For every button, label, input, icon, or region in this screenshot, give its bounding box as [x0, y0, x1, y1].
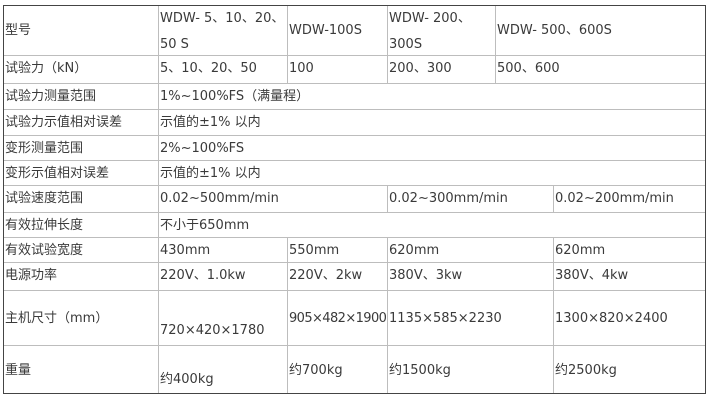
table-cell: WDW- 500、600S	[495, 5, 706, 55]
row-label: 型号	[3, 5, 158, 55]
table-cell: 720×420×1780	[158, 290, 287, 345]
table-cell: 不小于650mm	[158, 212, 706, 237]
table-cell: WDW-100S	[287, 5, 387, 55]
table-cell: 5、10、20、50	[158, 55, 287, 83]
table-cell: 约2500kg	[553, 345, 706, 394]
table-cell: 约700kg	[287, 345, 387, 394]
table-cell: 220V、1.0kw	[158, 262, 287, 290]
table-cell: 500、600	[495, 55, 706, 83]
table-cell: 380V、3kw	[387, 262, 553, 290]
row-label: 变形测量范围	[3, 135, 158, 160]
row-label: 试验力测量范围	[3, 83, 158, 109]
row-label: 主机尺寸（mm）	[3, 290, 158, 345]
row-label: 电源功率	[3, 262, 158, 290]
row-label: 试验速度范围	[3, 185, 158, 212]
table-cell: 约400kg	[158, 345, 287, 394]
table-cell: 2%~100%FS	[158, 135, 706, 160]
table-cell: 550mm	[287, 237, 387, 262]
table-cell: 0.02~500mm/min	[158, 185, 387, 212]
table-cell: 905×482×1900	[287, 290, 387, 345]
row-label: 有效拉伸长度	[3, 212, 158, 237]
table-cell: WDW- 5、10、20、50 S	[158, 5, 287, 55]
table-cell: 620mm	[553, 237, 706, 262]
table-cell: 0.02~300mm/min	[387, 185, 553, 212]
table-cell: 示值的±1% 以内	[158, 109, 706, 135]
table-cell: 620mm	[387, 237, 553, 262]
table-cell: 1300×820×2400	[553, 290, 706, 345]
table-cell: 100	[287, 55, 387, 83]
table-cell: 1135×585×2230	[387, 290, 553, 345]
table-cell: 380V、4kw	[553, 262, 706, 290]
table-cell: 0.02~200mm/min	[553, 185, 706, 212]
table-cell: 220V、2kw	[287, 262, 387, 290]
table-cell: WDW- 200、300S	[387, 5, 495, 55]
row-label: 重量	[3, 345, 158, 394]
row-label: 试验力（kN）	[3, 55, 158, 83]
row-label: 变形示值相对误差	[3, 160, 158, 185]
table-cell: 1%~100%FS（满量程）	[158, 83, 706, 109]
row-label: 有效试验宽度	[3, 237, 158, 262]
table-cell: 200、300	[387, 55, 495, 83]
table-cell: 430mm	[158, 237, 287, 262]
table-cell: 约1500kg	[387, 345, 553, 394]
row-label: 试验力示值相对误差	[3, 109, 158, 135]
table-cell: 示值的±1% 以内	[158, 160, 706, 185]
